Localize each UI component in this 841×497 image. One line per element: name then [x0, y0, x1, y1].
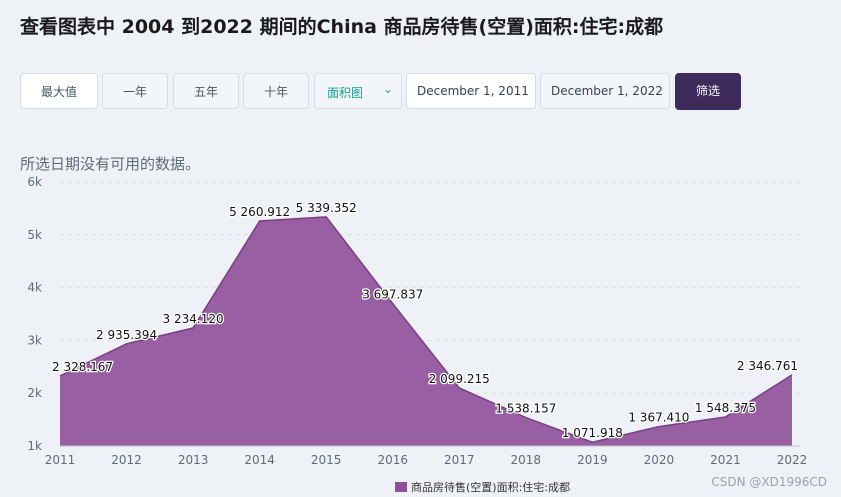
- data-label: 1 071.918: [562, 426, 623, 440]
- start-date-input[interactable]: December 1, 2011: [406, 73, 536, 109]
- watermark: CSDN @XD1996CD: [711, 475, 827, 489]
- data-label: 2 328.167: [52, 360, 113, 374]
- data-label: 5 260.912: [229, 205, 290, 219]
- y-tick-label: 6k: [27, 175, 42, 189]
- no-data-message: 所选日期没有可用的数据。: [20, 155, 201, 173]
- legend-swatch: [395, 482, 407, 492]
- x-tick-label: 2018: [511, 453, 542, 467]
- y-tick-label: 2k: [27, 386, 42, 400]
- x-tick-label: 2021: [710, 453, 741, 467]
- x-tick-label: 2019: [577, 453, 608, 467]
- range-10y-button[interactable]: 十年: [243, 73, 309, 109]
- data-label: 1 548.375: [695, 401, 756, 415]
- chart-area-layer: [59, 216, 793, 446]
- page-title: 查看图表中 2004 到2022 期间的China 商品房待售(空置)面积:住宅…: [20, 16, 664, 38]
- y-tick-label: 4k: [27, 281, 42, 295]
- x-tick-label: 2014: [244, 453, 275, 467]
- legend-label: 商品房待售(空置)面积:住宅:成都: [411, 480, 570, 494]
- data-label: 1 538.157: [495, 402, 556, 416]
- data-label: 3 697.837: [362, 288, 423, 302]
- filter-button[interactable]: 筛选: [675, 73, 741, 110]
- y-tick-label: 3k: [27, 333, 42, 347]
- data-label: 1 367.410: [628, 411, 689, 425]
- data-label: 2 099.215: [429, 372, 490, 386]
- range-1y-button[interactable]: 一年: [102, 73, 168, 109]
- chart-axes: 1k 2k 3k 4k 5k 6k 2011 2012 2013 2014 2015 2016 2017…: [27, 175, 807, 467]
- series-area: [60, 216, 792, 446]
- range-5y-button[interactable]: 五年: [173, 73, 239, 109]
- y-tick-label: 5k: [27, 228, 42, 242]
- x-tick-label: 2016: [377, 453, 408, 467]
- chart-type-select[interactable]: 面积图 ⌄: [314, 73, 402, 109]
- x-tick-label: 2013: [178, 453, 209, 467]
- x-tick-label: 2012: [111, 453, 142, 467]
- range-max-button[interactable]: 最大值: [20, 73, 98, 109]
- chevron-down-icon: ⌄: [382, 82, 393, 96]
- chart-data-labels: 2 328.167 2 935.394 3 234.120 5 260.912 5 33…: [51, 200, 800, 442]
- data-label: 2 346.761: [737, 359, 798, 373]
- end-date-input[interactable]: December 1, 2022: [540, 73, 670, 109]
- chart-type-label: 面积图: [327, 86, 364, 100]
- x-tick-label: 2011: [45, 453, 76, 467]
- x-tick-label: 2020: [644, 453, 675, 467]
- data-label: 5 339.352: [296, 201, 357, 215]
- y-tick-label: 1k: [27, 439, 42, 453]
- chart-legend: 商品房待售(空置)面积:住宅:成都: [395, 480, 570, 494]
- data-label: 2 935.394: [96, 328, 157, 342]
- x-tick-label: 2015: [311, 453, 342, 467]
- data-label: 3 234.120: [163, 312, 224, 326]
- x-tick-label: 2017: [444, 453, 475, 467]
- series-line: [59, 216, 793, 443]
- x-tick-label: 2022: [777, 453, 808, 467]
